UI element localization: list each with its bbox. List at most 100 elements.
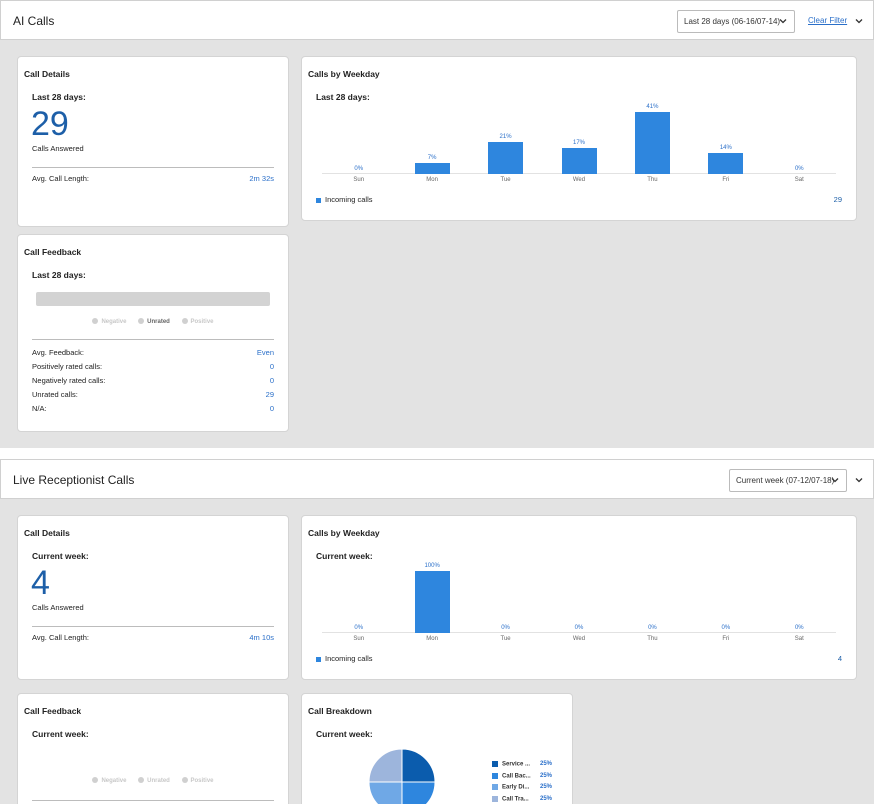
pie-slice[interactable]: [368, 748, 403, 783]
legend-percent: 25%: [539, 795, 552, 802]
ai-weekday-card: Calls by Weekday Last 28 days: 0% 7% 21% 17…: [301, 56, 857, 221]
chart-legend: Incoming calls: [316, 195, 373, 204]
bar-mon[interactable]: [414, 571, 450, 633]
live-call-details-card: Call Details Current week: 4 Calls Answe…: [17, 515, 289, 680]
ai-call-feedback-card: Call Feedback Last 28 days: Negative Unr…: [17, 234, 289, 432]
legend-dot: [92, 777, 99, 783]
avg-feedback-value: Even: [256, 348, 274, 357]
positive-calls-value: 0: [269, 362, 274, 371]
avg-call-length-value: 4m 10s: [249, 633, 274, 642]
pie-legend-item: Early Di... 25%: [492, 784, 562, 796]
collapse-chevron-icon[interactable]: [854, 475, 864, 485]
unrated-calls-label: Unrated calls:: [32, 390, 78, 399]
bar-mon[interactable]: [414, 163, 450, 174]
calls-answered-label: Calls Answered: [32, 603, 84, 612]
period-label: Last 28 days:: [32, 92, 86, 102]
bar-value-label: 41%: [646, 104, 659, 110]
bar-value-label: 0%: [574, 625, 584, 631]
live-call-breakdown-card: Call Breakdown Current week: Service ...…: [301, 693, 573, 804]
avg-feedback-label: Avg. Feedback:: [32, 348, 84, 357]
pie-slice[interactable]: [401, 781, 436, 804]
select-value: Last 28 days (06-16/07-14): [684, 17, 781, 26]
bar-value-label: 14%: [719, 144, 732, 151]
live-weekday-card: Calls by Weekday Current week: 0% 100% 0% 0…: [301, 515, 857, 680]
pie-legend-item: Call Bac... 25%: [492, 772, 562, 785]
ai-calls-header: AI Calls Last 28 days (06-16/07-14) Clea…: [0, 0, 874, 40]
bar-value-label: 0%: [501, 625, 510, 631]
divider: [32, 626, 274, 627]
positive-calls-label: Positively rated calls:: [32, 362, 103, 371]
ai-call-details-card: Call Details Last 28 days: 29 Calls Answ…: [17, 56, 289, 227]
chevron-down-icon: [831, 478, 839, 483]
pie-legend-item: Call Tra... 25%: [492, 795, 562, 804]
bar-value-label: 17%: [572, 140, 585, 147]
legend-unrated: Unrated: [138, 318, 170, 325]
bar-value-label: 100%: [424, 563, 440, 569]
bar-value-label: 0%: [354, 166, 364, 172]
bar-tue[interactable]: [488, 142, 524, 174]
divider: [32, 339, 274, 340]
avg-call-length-value: 2m 32s: [249, 174, 274, 183]
legend-swatch: [492, 761, 498, 767]
period-label: Current week:: [316, 729, 373, 739]
negative-calls-label: Negatively rated calls:: [32, 376, 106, 385]
clear-filter-link[interactable]: Clear Filter: [808, 16, 848, 25]
card-title: Call Details: [24, 528, 70, 538]
x-tick-label: Sun: [353, 177, 365, 183]
bar-value-label: 0%: [794, 166, 804, 172]
legend-positive: Positive: [181, 318, 214, 325]
legend-dot: [138, 318, 145, 324]
legend-label: Positive: [190, 318, 214, 325]
legend-swatch: [492, 784, 498, 790]
pie-slice[interactable]: [368, 781, 403, 804]
pie-slice[interactable]: [401, 748, 436, 783]
legend-label: Call Bac...: [502, 773, 531, 780]
bar-value-label: 21%: [499, 134, 512, 141]
period-label: Current week:: [316, 551, 373, 561]
x-tick-label: Tue: [500, 636, 511, 642]
feedback-legend: Negative Unrated Positive: [18, 318, 288, 325]
legend-label: Negative: [101, 318, 127, 325]
na-calls-value: 0: [269, 404, 274, 413]
avg-call-length-label: Avg. Call Length:: [32, 174, 89, 183]
select-value: Current week (07-12/07-18): [736, 476, 835, 485]
legend-label: Early Di...: [502, 784, 530, 791]
legend-percent: 25%: [539, 784, 552, 790]
x-tick-label: Sat: [794, 177, 804, 183]
date-range-select[interactable]: Current week (07-12/07-18): [729, 469, 847, 492]
date-range-select[interactable]: Last 28 days (06-16/07-14): [677, 10, 795, 33]
legend-label: Incoming calls: [325, 654, 373, 663]
legend-percent: 25%: [539, 761, 552, 767]
incoming-total: 29: [833, 195, 842, 204]
section-title: AI Calls: [13, 14, 55, 28]
x-tick-label: Wed: [572, 177, 586, 183]
bar-fri[interactable]: [708, 152, 744, 174]
legend-label: Unrated: [147, 318, 170, 325]
x-tick-label: Tue: [500, 177, 511, 183]
period-label: Current week:: [32, 551, 89, 561]
card-title: Call Breakdown: [308, 706, 372, 716]
live-calls-header: Live Receptionist Calls Current week (07…: [0, 459, 874, 499]
divider: [32, 800, 274, 801]
legend-label: Call Tra...: [502, 796, 529, 803]
legend-percent: 25%: [539, 772, 552, 779]
section-title: Live Receptionist Calls: [13, 473, 135, 487]
calls-count: 4: [31, 564, 50, 602]
bar-thu[interactable]: [634, 112, 670, 174]
collapse-chevron-icon[interactable]: [854, 16, 864, 26]
legend-swatch: [316, 656, 321, 662]
legend-label: Negative: [101, 777, 127, 784]
bar-wed[interactable]: [561, 148, 597, 174]
bar-value-label: 0%: [721, 625, 731, 631]
unrated-calls-value: 29: [265, 390, 274, 399]
bar-value-label: 0%: [354, 625, 364, 631]
chart-legend: Incoming calls: [316, 654, 373, 663]
feedback-bar: [36, 292, 270, 306]
x-tick-label: Thu: [647, 177, 658, 183]
legend-swatch: [316, 197, 321, 203]
pie-legend-item: Service ... 25%: [492, 761, 562, 773]
period-label: Last 28 days:: [316, 92, 370, 102]
legend-swatch: [492, 795, 498, 802]
legend-negative: Negative: [92, 318, 127, 325]
x-tick-label: Mon: [426, 636, 438, 642]
